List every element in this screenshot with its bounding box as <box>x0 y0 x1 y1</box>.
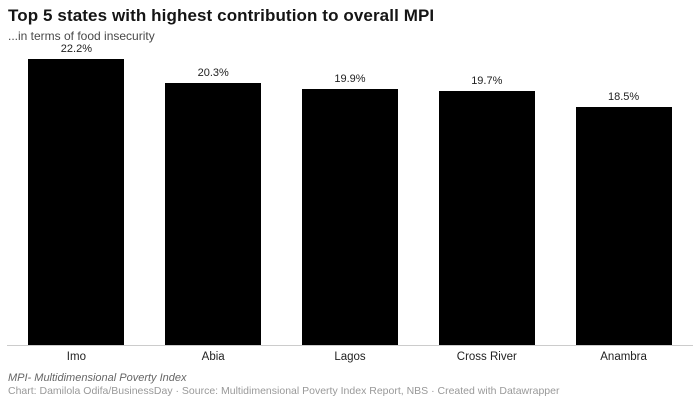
bar-anambra <box>575 107 672 345</box>
x-axis-label: Abia <box>201 351 225 363</box>
bar-abia <box>165 83 262 345</box>
x-axis-label: Anambra <box>600 351 647 363</box>
chart-title: Top 5 states with highest contribution t… <box>8 6 435 25</box>
bar-lagos <box>302 89 398 345</box>
bar-cross-river <box>438 91 535 345</box>
bar-value-label: 22.2% <box>60 43 92 55</box>
chart-subtitle: ...in terms of food insecurity <box>8 29 155 43</box>
chart-credits: Chart: Damilola Odifa/BusinessDay · Sour… <box>8 385 560 397</box>
x-axis-label: Cross River <box>456 351 517 363</box>
bar-value-label: 19.7% <box>471 75 503 87</box>
bar-value-label: 19.9% <box>334 73 366 85</box>
chart-footnote: MPI- Multidimensional Poverty Index <box>8 372 187 384</box>
bar-value-label: 20.3% <box>197 67 229 79</box>
x-axis-baseline <box>7 345 693 346</box>
bar-value-label: 18.5% <box>607 91 640 103</box>
x-axis-label: Imo <box>66 351 86 363</box>
x-axis-label: Lagos <box>334 351 366 363</box>
bar-imo <box>28 59 125 345</box>
